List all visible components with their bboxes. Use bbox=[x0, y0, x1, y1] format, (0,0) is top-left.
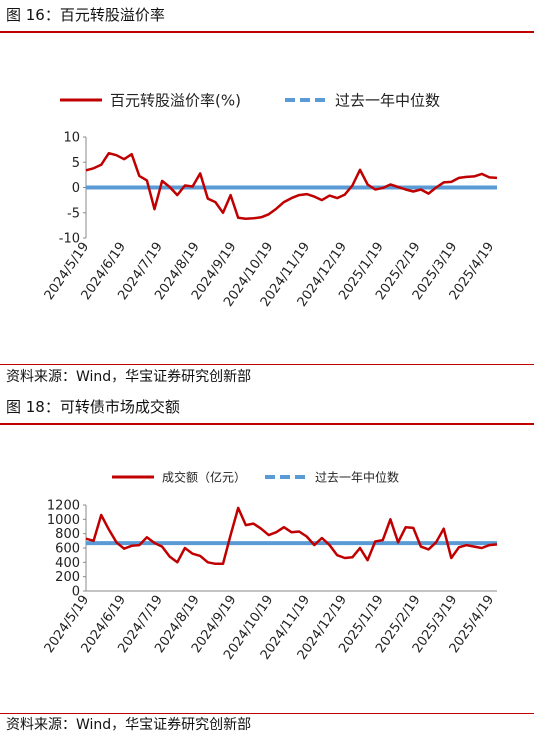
y-tick-label: 0 bbox=[72, 585, 80, 600]
y-tick-label: 600 bbox=[55, 542, 80, 557]
legend-label-median: 过去一年中位数 bbox=[315, 469, 399, 484]
y-axis: 10 5 0 -5 -10 bbox=[59, 131, 87, 247]
legend-label-series: 成交额（亿元） bbox=[162, 469, 246, 484]
series-line bbox=[85, 151, 498, 221]
title-rule bbox=[0, 31, 534, 33]
y-tick-label: 1000 bbox=[47, 513, 80, 528]
source-rule bbox=[0, 713, 534, 714]
figure-title: 图 16：百元转股溢价率 bbox=[6, 6, 165, 24]
y-tick-label: 800 bbox=[55, 527, 80, 542]
series-line bbox=[85, 506, 498, 566]
y-tick-label: -5 bbox=[67, 206, 80, 221]
source-rule bbox=[0, 364, 534, 365]
legend-label-series: 百元转股溢价率(%) bbox=[110, 91, 241, 109]
y-tick-label: 0 bbox=[72, 181, 80, 196]
figure-title: 图 18：可转债市场成交额 bbox=[6, 398, 180, 416]
source-note: 资料来源：Wind，华宝证券研究创新部 bbox=[6, 369, 252, 385]
y-tick-label: 5 bbox=[72, 156, 80, 171]
legend: 成交额（亿元） 过去一年中位数 bbox=[112, 469, 399, 484]
turnover-chart: 成交额（亿元） 过去一年中位数 1200100080060040020002024/… bbox=[42, 469, 498, 663]
legend-label-median: 过去一年中位数 bbox=[335, 91, 440, 109]
x-axis: 2024/5/192024/6/192024/7/192024/8/192024… bbox=[42, 240, 498, 310]
y-tick-label: -10 bbox=[59, 232, 80, 247]
source-note: 资料来源：Wind，华宝证券研究创新部 bbox=[6, 717, 252, 733]
premium-rate-chart: 百元转股溢价率(%) 过去一年中位数 10 5 0 -5 -102024/5/192024/… bbox=[42, 91, 498, 310]
y-tick-label: 1200 bbox=[47, 499, 80, 514]
title-rule bbox=[0, 423, 534, 425]
y-tick-label: 200 bbox=[55, 570, 80, 585]
y-tick-label: 10 bbox=[63, 131, 80, 146]
legend: 百元转股溢价率(%) 过去一年中位数 bbox=[60, 91, 440, 109]
x-axis: 2024/5/192024/6/192024/7/192024/8/192024… bbox=[42, 593, 498, 663]
y-tick-label: 400 bbox=[55, 556, 80, 571]
